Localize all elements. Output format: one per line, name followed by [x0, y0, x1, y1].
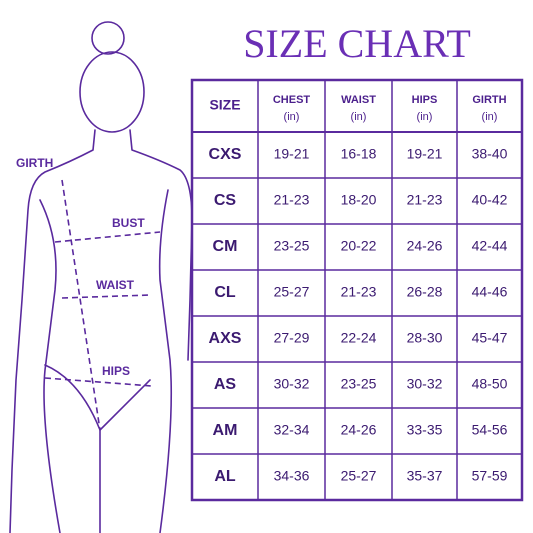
header-unit: (in) [351, 111, 367, 123]
header-name: WAIST [341, 94, 376, 106]
table-border [190, 78, 524, 502]
measure-cell: 21-23 [407, 192, 443, 208]
measure-cell: 16-18 [341, 146, 377, 162]
hips-label: HIPS [102, 364, 130, 378]
measure-cell: 20-22 [341, 238, 377, 254]
measure-cell: 21-23 [274, 192, 310, 208]
measure-cell: 24-26 [407, 238, 443, 254]
measure-cell: 22-24 [341, 330, 377, 346]
measure-cell: 25-27 [274, 284, 310, 300]
measure-cell: 35-37 [407, 468, 443, 484]
measure-cell: 19-21 [407, 146, 443, 162]
header-name: GIRTH [472, 94, 506, 106]
measure-cell: 21-23 [341, 284, 377, 300]
waist-label: WAIST [96, 278, 135, 292]
measure-cell: 19-21 [274, 146, 310, 162]
measure-cell: 28-30 [407, 330, 443, 346]
size-cell: AS [214, 376, 237, 393]
size-cell: CL [214, 284, 236, 301]
measure-cell: 57-59 [472, 468, 508, 484]
measure-cell: 26-28 [407, 284, 443, 300]
measure-cell: 25-27 [341, 468, 377, 484]
size-table: SIZE CHEST (in) WAIST (in) HIPS (in) GIRTH (in) C… [190, 78, 524, 502]
header-unit: (in) [284, 111, 300, 123]
size-cell: CXS [209, 146, 242, 163]
header-name: CHEST [273, 94, 311, 106]
measure-cell: 45-47 [472, 330, 508, 346]
measure-cell: 27-29 [274, 330, 310, 346]
hips-line [44, 364, 151, 431]
measure-cell: 44-46 [472, 284, 508, 300]
head [79, 51, 145, 133]
hips-guide [44, 377, 153, 387]
measure-cell: 42-44 [472, 238, 508, 254]
size-cell: AL [214, 468, 236, 485]
torso-right [158, 189, 173, 533]
header-name: SIZE [209, 97, 240, 113]
measure-cell: 23-25 [274, 238, 310, 254]
bust-label: BUST [112, 216, 145, 230]
header-name: HIPS [412, 94, 438, 106]
measure-cell: 40-42 [472, 192, 508, 208]
size-cell: CS [214, 192, 237, 209]
hair-bun [91, 21, 125, 55]
measure-cell: 23-25 [341, 376, 377, 392]
measure-cell: 24-26 [341, 422, 377, 438]
waist-guide [61, 294, 151, 299]
measure-cell: 30-32 [407, 376, 443, 392]
header-unit: (in) [482, 111, 498, 123]
measure-cell: 32-34 [274, 422, 310, 438]
torso-left [39, 199, 61, 533]
girth-guide [61, 179, 101, 431]
measure-cell: 54-56 [472, 422, 508, 438]
size-cell: CM [213, 238, 238, 255]
measure-cell: 34-36 [274, 468, 310, 484]
title: SIZE CHART [243, 21, 471, 66]
measure-cell: 30-32 [274, 376, 310, 392]
size-cell: AXS [209, 330, 242, 347]
measure-cell: 48-50 [472, 376, 508, 392]
measure-cell: 38-40 [472, 146, 508, 162]
header-unit: (in) [417, 111, 433, 123]
measure-cell: 33-35 [407, 422, 443, 438]
left-outline [9, 129, 96, 533]
size-cell: AM [213, 422, 238, 439]
measure-cell: 18-20 [341, 192, 377, 208]
bust-guide [54, 231, 161, 243]
girth-label: GIRTH [16, 156, 53, 170]
